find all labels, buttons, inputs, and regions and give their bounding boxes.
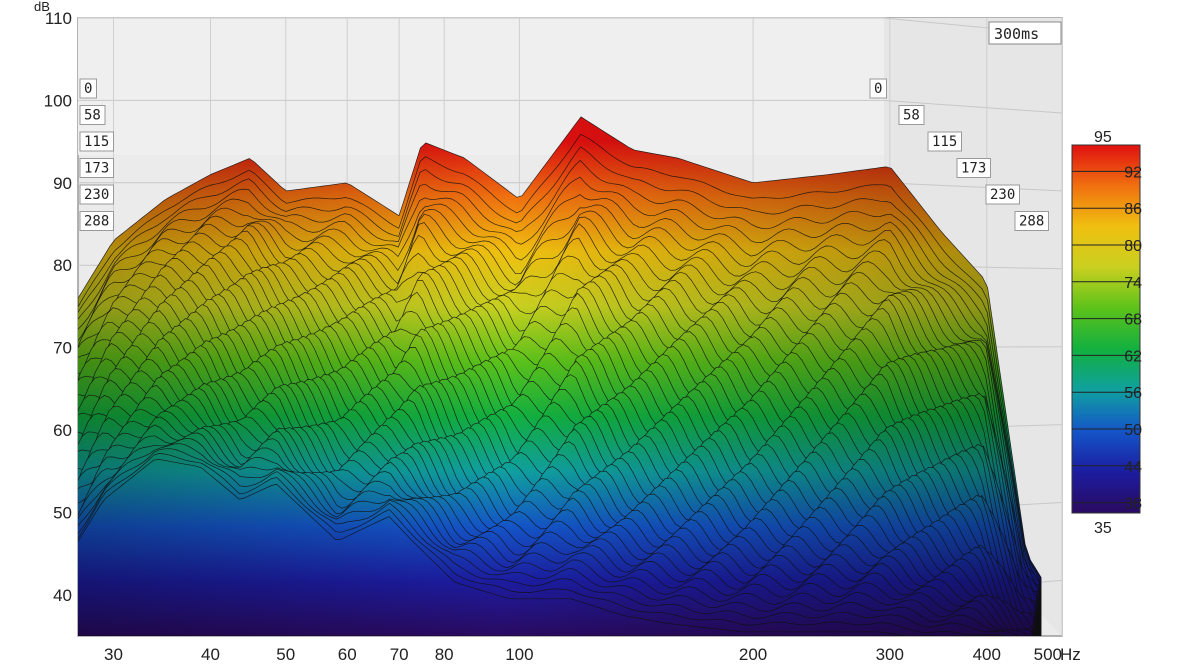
x-tick-label: 70 [390,645,409,664]
colorbar-tick-label: 86 [1124,201,1142,218]
time-label-right: 173 [956,158,991,178]
x-tick-label: 60 [338,645,357,664]
time-label-right: 288 [1014,211,1049,231]
time-label-left: 115 [79,131,114,152]
y-tick-label: 70 [53,339,72,358]
colorbar: 38 44 50 56 62 68 74 80 86 92 95 35 [1071,129,1142,537]
time-label-left: 288 [79,211,114,231]
svg-text:115: 115 [932,134,957,150]
colorbar-tick-label: 62 [1124,348,1142,365]
y-tick-label: 100 [44,91,72,110]
colorbar-tick-label: 74 [1124,275,1142,292]
svg-text:300ms: 300ms [994,25,1039,43]
x-tick-label: 80 [435,645,454,664]
time-label-left: 58 [79,105,106,125]
svg-text:173: 173 [84,161,109,177]
colorbar-tick-label: 38 [1124,496,1142,513]
time-label-left: 0 [79,78,97,99]
time-label-right: 0 [869,78,887,99]
colorbar-tick-label: 92 [1124,164,1142,181]
x-tick-label: 30 [104,645,123,664]
time-label-right: 230 [985,184,1020,205]
x-axis-ticks: 30 40 50 60 70 80 100 200 300 400 500 [104,645,1062,664]
colorbar-max-label: 95 [1094,129,1112,146]
grid-line-side [883,182,1063,192]
colorbar-tick-label: 44 [1124,459,1142,476]
colorbar-tick-label: 56 [1124,385,1142,402]
svg-text:115: 115 [84,134,109,150]
colorbar-min-label: 35 [1094,520,1112,537]
colorbar-tick-label: 68 [1124,312,1142,329]
y-unit-label: dB [34,0,50,14]
svg-text:58: 58 [903,108,920,124]
colorbar-body [1071,144,1141,514]
time-label-right: 58 [898,105,925,125]
colorbar-tick-label: 50 [1124,422,1142,439]
time-label-left: 173 [79,158,114,178]
svg-text:230: 230 [84,187,109,203]
time-label-left: 230 [79,184,114,205]
surface-shade [78,459,1032,636]
svg-text:58: 58 [84,108,101,124]
y-tick-label: 60 [53,421,72,440]
y-tick-label: 110 [45,9,72,28]
svg-text:288: 288 [84,214,109,230]
svg-text:0: 0 [874,81,882,97]
x-tick-label: 500 [1034,645,1062,664]
time-label-right: 115 [927,131,962,152]
x-tick-label: 50 [276,645,295,664]
x-unit-label: Hz [1060,645,1081,664]
svg-text:173: 173 [961,161,986,177]
x-tick-label: 200 [739,645,767,664]
back-wall-panel [78,18,884,155]
x-tick-label: 300 [876,645,904,664]
x-tick-label: 100 [505,645,533,664]
x-tick-label: 400 [973,645,1001,664]
svg-text:288: 288 [1019,214,1044,230]
y-tick-label: 40 [53,586,72,605]
grid-line-side [883,99,1063,114]
svg-text:230: 230 [990,187,1015,203]
y-axis-ticks: 40 50 60 70 80 90 100 110 [44,9,72,605]
waterfall-surface [78,116,1042,636]
y-tick-label: 80 [53,256,72,275]
y-tick-label: 50 [53,503,72,522]
window-label: 300ms [988,21,1062,45]
x-tick-label: 40 [201,645,220,664]
y-tick-label: 90 [53,174,72,193]
colorbar-tick-label: 80 [1124,238,1142,255]
time-labels-left: 0 58 115 173 230 288 [79,78,114,231]
svg-text:0: 0 [84,81,92,97]
